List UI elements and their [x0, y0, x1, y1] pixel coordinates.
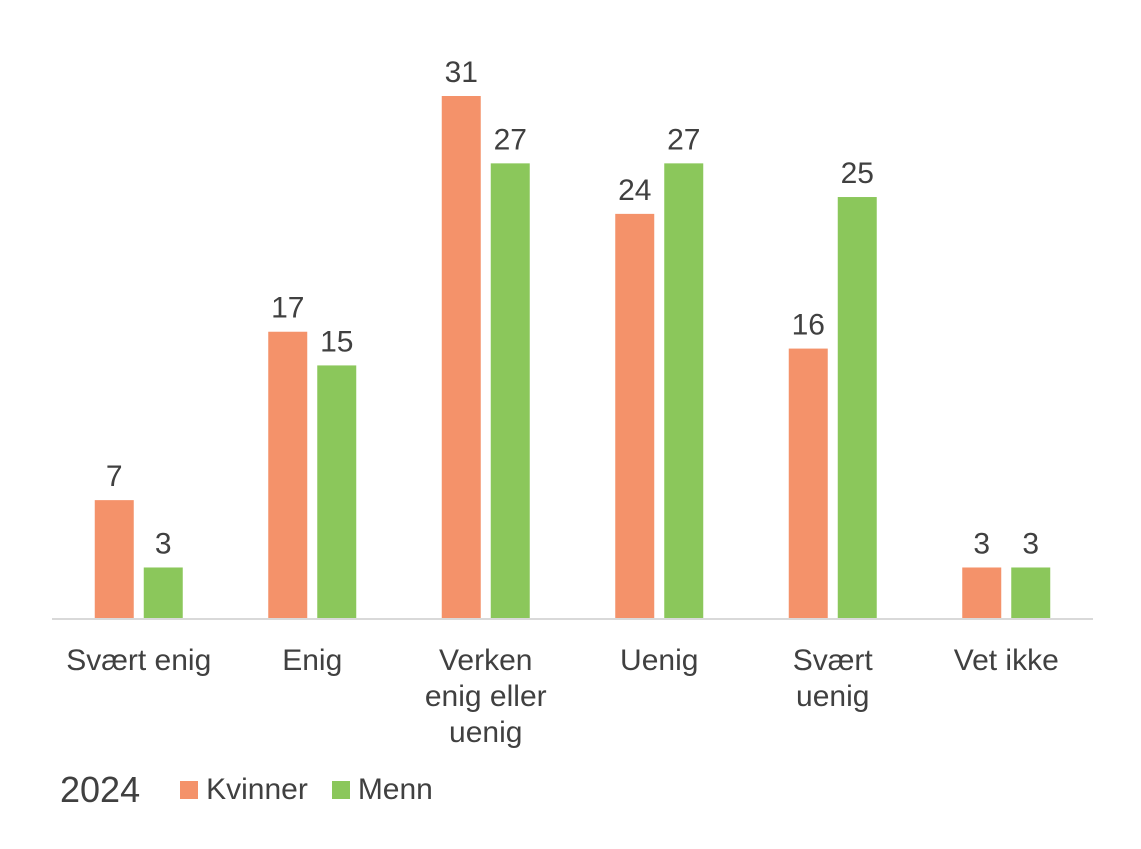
bar-kvinner-1 [268, 331, 308, 618]
value-label-kvinner-0: 7 [106, 460, 123, 493]
value-label-kvinner-2: 31 [445, 56, 478, 89]
category-label-3: Uenig [620, 644, 698, 677]
value-label-kvinner-5: 3 [973, 527, 990, 560]
bar-menn-3 [664, 163, 704, 618]
legend-label-menn: Menn [357, 773, 433, 806]
value-label-menn-2: 27 [494, 123, 527, 156]
category-label-line: uenig [796, 680, 869, 713]
category-label-line: Svært enig [66, 644, 211, 677]
value-label-menn-5: 3 [1022, 527, 1039, 560]
legend-label-kvinner: Kvinner [206, 773, 308, 806]
category-label-line: uenig [449, 716, 522, 749]
value-label-kvinner-3: 24 [618, 174, 651, 207]
value-label-kvinner-1: 17 [271, 292, 304, 325]
legend-swatch-kvinner [180, 781, 199, 799]
value-label-kvinner-4: 16 [792, 309, 825, 342]
bar-kvinner-2 [441, 96, 481, 618]
category-label-5: Vet ikke [954, 644, 1059, 677]
bar-kvinner-0 [94, 500, 134, 618]
value-label-menn-3: 27 [667, 123, 700, 156]
legend-swatch-menn [331, 781, 350, 799]
bar-kvinner-4 [788, 348, 828, 618]
legend-item-menn: Menn [331, 773, 433, 807]
category-label-1: Enig [282, 644, 342, 677]
category-labels-layer: Svært enig Enig Verken enig eller uenigUenig… [66, 644, 1059, 749]
category-label-4: Svært uenig [793, 644, 874, 713]
category-label-0: Svært enig [66, 644, 211, 677]
value-label-menn-0: 3 [155, 527, 172, 560]
bars-layer [94, 96, 1051, 618]
bar-menn-4 [837, 197, 877, 618]
bar-menn-1 [317, 365, 357, 618]
bar-kvinner-5 [962, 567, 1002, 618]
legend-title: 2024 [60, 769, 141, 810]
category-label-2: Verken enig eller uenig [425, 644, 547, 749]
bar-menn-2 [490, 163, 530, 618]
value-label-menn-4: 25 [841, 157, 874, 190]
category-label-line: Verken [439, 644, 532, 677]
category-label-line: Uenig [620, 644, 698, 677]
bar-menn-0 [143, 567, 183, 618]
legend: 2024 Kvinner Menn [60, 768, 457, 812]
category-label-line: enig eller [425, 680, 547, 713]
value-label-menn-1: 15 [320, 325, 353, 358]
legend-item-kvinner: Kvinner [180, 773, 308, 807]
category-label-line: Vet ikke [954, 644, 1059, 677]
bar-menn-5 [1011, 567, 1051, 618]
category-label-line: Enig [282, 644, 342, 677]
category-label-line: Svært [793, 644, 874, 677]
bar-kvinner-3 [615, 213, 655, 618]
